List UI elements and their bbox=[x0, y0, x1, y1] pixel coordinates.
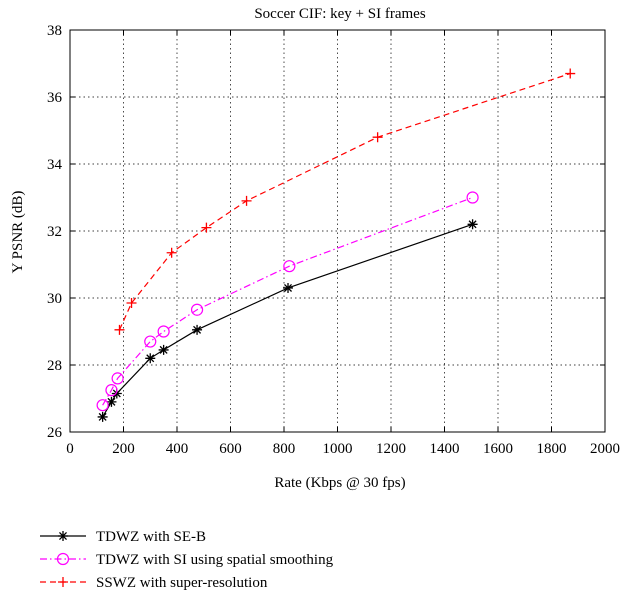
data-point bbox=[158, 344, 169, 355]
legend-label: TDWZ with SI using spatial smoothing bbox=[96, 552, 334, 568]
y-tick-label: 34 bbox=[47, 157, 63, 173]
x-tick-label: 1400 bbox=[430, 441, 460, 457]
legend-item: SSWZ with super-resolution bbox=[40, 575, 268, 591]
data-point bbox=[144, 335, 157, 348]
x-tick-label: 1600 bbox=[483, 441, 513, 457]
legend: TDWZ with SE-B TDWZ with SI using spatial… bbox=[40, 529, 334, 591]
y-tick-label: 28 bbox=[47, 358, 62, 374]
legend-item: TDWZ with SE-B bbox=[40, 529, 206, 545]
x-tick-label: 2000 bbox=[590, 441, 620, 457]
x-axis-label: Rate (Kbps @ 30 fps) bbox=[274, 475, 405, 491]
series-line bbox=[102, 196, 473, 406]
data-point bbox=[126, 298, 137, 309]
series-2 bbox=[96, 191, 479, 412]
data-point bbox=[111, 372, 124, 385]
data-point bbox=[283, 282, 294, 293]
series-line bbox=[102, 223, 473, 418]
x-tick-label: 1000 bbox=[323, 441, 353, 457]
x-tick-label: 1200 bbox=[376, 441, 406, 457]
y-tick-label: 38 bbox=[47, 23, 62, 39]
x-tick-label: 200 bbox=[112, 441, 135, 457]
y-tick-label: 36 bbox=[47, 90, 63, 106]
data-point bbox=[241, 195, 252, 206]
data-point bbox=[145, 353, 156, 364]
legend-marker bbox=[56, 552, 70, 566]
data-point bbox=[283, 260, 296, 273]
series-line bbox=[118, 72, 571, 331]
legend-label: SSWZ with super-resolution bbox=[96, 575, 268, 591]
series-layer bbox=[96, 68, 576, 422]
y-axis-label: Y PSNR (dB) bbox=[10, 191, 26, 274]
legend-label: TDWZ with SE-B bbox=[96, 529, 206, 545]
tick-layer: 0 200 400 600 800 1000 1200 1400 1600 1800 2000 26 2… bbox=[47, 23, 620, 457]
data-point bbox=[201, 222, 212, 233]
data-point bbox=[157, 325, 170, 338]
data-point bbox=[372, 132, 383, 143]
x-tick-label: 1800 bbox=[537, 441, 567, 457]
data-point bbox=[97, 411, 108, 422]
x-tick-label: 600 bbox=[219, 441, 242, 457]
data-point bbox=[105, 384, 118, 397]
y-tick-label: 30 bbox=[47, 291, 62, 307]
series-3 bbox=[114, 68, 576, 335]
data-point bbox=[467, 219, 478, 230]
data-point bbox=[166, 247, 177, 258]
y-tick-label: 26 bbox=[47, 425, 63, 441]
data-point bbox=[192, 324, 203, 335]
x-tick-label: 800 bbox=[273, 441, 296, 457]
data-point bbox=[106, 396, 117, 407]
grid-layer bbox=[70, 30, 605, 432]
data-point bbox=[111, 388, 122, 399]
legend-marker bbox=[58, 577, 68, 587]
x-tick-label: 400 bbox=[166, 441, 189, 457]
data-point bbox=[96, 399, 109, 412]
data-point bbox=[190, 303, 204, 316]
data-point bbox=[565, 68, 576, 79]
legend-marker bbox=[58, 531, 68, 541]
x-tick-label: 0 bbox=[66, 441, 74, 457]
legend-item: TDWZ with SI using spatial smoothing bbox=[40, 552, 334, 568]
data-point bbox=[466, 191, 479, 204]
y-tick-label: 32 bbox=[47, 224, 62, 240]
data-point bbox=[114, 324, 125, 335]
chart-title: Soccer CIF: key + SI frames bbox=[254, 6, 425, 22]
series-1 bbox=[97, 219, 478, 422]
